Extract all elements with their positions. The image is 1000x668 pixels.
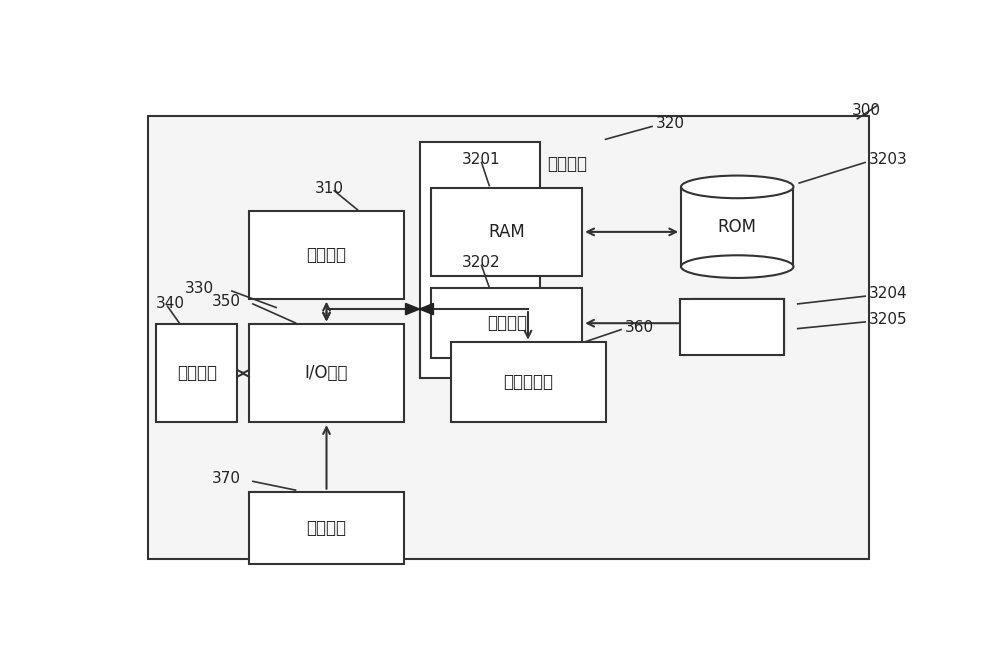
Text: 360: 360 (625, 319, 654, 335)
Text: 高速缓存: 高速缓存 (487, 314, 527, 332)
Polygon shape (420, 303, 433, 315)
Text: RAM: RAM (488, 223, 525, 241)
Polygon shape (406, 303, 420, 315)
FancyBboxPatch shape (420, 142, 540, 379)
Text: 外部设备: 外部设备 (306, 518, 347, 536)
Text: 340: 340 (156, 297, 185, 311)
Text: 3204: 3204 (869, 286, 908, 301)
FancyBboxPatch shape (156, 325, 237, 422)
FancyBboxPatch shape (681, 187, 793, 267)
Text: 处理单元: 处理单元 (306, 246, 347, 264)
Ellipse shape (681, 176, 793, 198)
FancyBboxPatch shape (686, 299, 784, 353)
FancyBboxPatch shape (431, 289, 582, 358)
FancyBboxPatch shape (680, 299, 784, 355)
FancyBboxPatch shape (693, 299, 784, 350)
FancyBboxPatch shape (249, 492, 404, 564)
Text: 3203: 3203 (869, 152, 908, 168)
FancyBboxPatch shape (249, 325, 404, 422)
Ellipse shape (681, 255, 793, 278)
Text: 3202: 3202 (462, 255, 501, 271)
Text: 350: 350 (212, 294, 241, 309)
Text: 3201: 3201 (462, 152, 501, 168)
Text: ROM: ROM (718, 218, 757, 236)
Text: I/O接口: I/O接口 (305, 364, 348, 382)
Text: 330: 330 (185, 281, 214, 296)
Text: 310: 310 (315, 180, 344, 196)
Text: 网络适配器: 网络适配器 (503, 373, 553, 391)
Text: 300: 300 (852, 104, 881, 118)
Text: 3205: 3205 (869, 312, 908, 327)
FancyBboxPatch shape (431, 188, 582, 276)
Text: 320: 320 (656, 116, 685, 132)
FancyBboxPatch shape (450, 343, 606, 422)
Text: 存储单元: 存储单元 (547, 155, 587, 173)
Text: 370: 370 (212, 472, 241, 486)
Text: 显示单元: 显示单元 (177, 364, 217, 382)
FancyBboxPatch shape (249, 211, 404, 299)
FancyBboxPatch shape (148, 116, 869, 558)
